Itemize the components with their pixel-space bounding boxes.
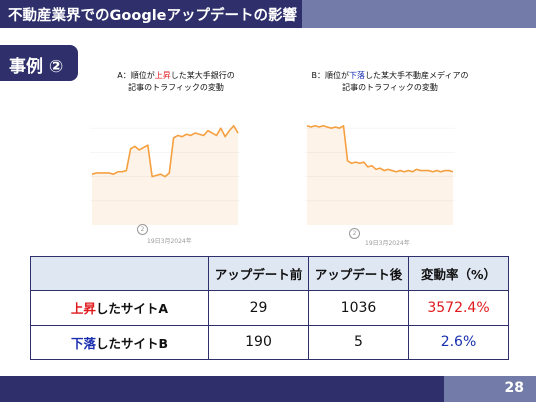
table-header-cell (30, 255, 209, 292)
after-value: 1036 (308, 290, 409, 326)
page-title: 不動産業界でのGoogleアップデートの影響 (8, 8, 298, 24)
chart-a-title: A：順位が上昇した某大手銀行の 記事のトラフィックの変動 (96, 70, 256, 94)
chart-a-date-label: 19日3月2024年 (147, 238, 192, 245)
series-area (92, 125, 238, 225)
footer-band (0, 376, 444, 402)
title-bar: 不動産業界でのGoogleアップデートの影響 (0, 0, 536, 28)
series-line (306, 124, 454, 173)
table-header-row: アップデート前 アップデート後 変動率（%） (30, 255, 509, 292)
chart-b-title-line2: 記事のトラフィックの変動 (342, 83, 438, 92)
chart-b-marker: 2 (349, 228, 360, 239)
chart-b-title-suffix: した某大手不動産メディアの (365, 71, 469, 80)
table-row: 上昇したサイトA 29 1036 3572.4% (30, 290, 509, 326)
rate-value: 3572.4% (408, 290, 509, 326)
chart-b (305, 100, 455, 235)
page-number: 28 (504, 380, 524, 396)
case-label: 事例 ② (9, 57, 64, 77)
after-value: 5 (308, 324, 409, 361)
chart-a-title-suffix: した某大手銀行の (170, 71, 235, 80)
chart-b-title-highlight: 下落 (349, 71, 366, 80)
chart-b-title-prefix: B：順位が (311, 71, 350, 80)
title-bar-band (0, 0, 302, 28)
series-area (307, 125, 453, 225)
series-line (91, 124, 239, 178)
footer-bar: 28 (0, 376, 536, 402)
row-label-highlight: 上昇 (70, 301, 96, 317)
footer-accent (444, 376, 536, 402)
row-label: 上昇したサイトA (30, 290, 209, 326)
chart-a-marker: 2 (137, 224, 148, 235)
plot-area (90, 100, 240, 235)
row-label-text: したサイトA (95, 301, 169, 317)
chart-a (90, 100, 240, 235)
comparison-table: アップデート前 アップデート後 変動率（%） 上昇したサイトA 29 1036 … (30, 255, 509, 361)
table-header-cell: 変動率（%） (408, 255, 509, 292)
title-bar-accent (302, 0, 536, 28)
chart-a-title-prefix: A：順位が (117, 71, 155, 80)
case-badge: 事例 ② (0, 45, 78, 81)
table-header-cell: アップデート前 (208, 255, 309, 292)
table-header-cell: アップデート後 (308, 255, 409, 292)
before-value: 29 (208, 290, 309, 326)
chart-a-title-line2: 記事のトラフィックの変動 (128, 83, 224, 92)
table-row: 下落したサイトB 190 5 2.6% (30, 324, 509, 361)
row-label-text: したサイトB (95, 335, 169, 351)
row-label: 下落したサイトB (30, 324, 209, 361)
chart-b-title: B：順位が下落した某大手不動産メディアの 記事のトラフィックの変動 (290, 70, 490, 94)
chart-b-date-label: 19日3月2024年 (365, 240, 410, 247)
row-label-highlight: 下落 (70, 335, 96, 351)
rate-value: 2.6% (408, 324, 509, 361)
chart-a-title-highlight: 上昇 (154, 71, 171, 80)
before-value: 190 (208, 324, 309, 361)
